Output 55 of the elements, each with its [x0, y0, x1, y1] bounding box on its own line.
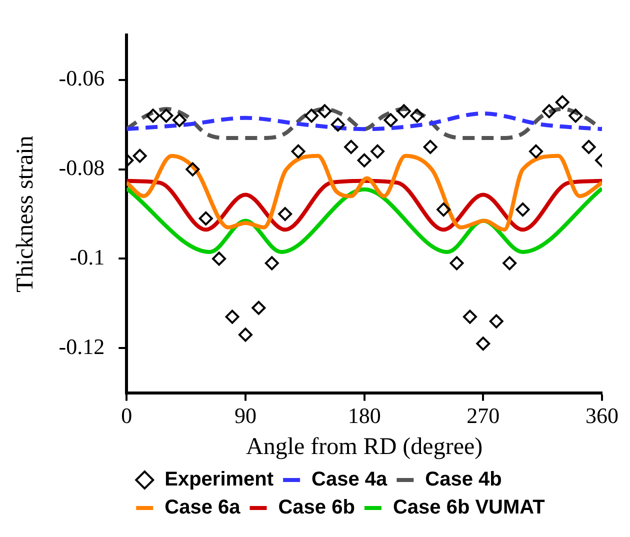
point — [516, 202, 530, 217]
line-series — [126, 154, 602, 232]
point — [225, 310, 240, 324]
point — [172, 113, 186, 128]
point — [476, 336, 490, 351]
legend-label: Case 4b — [425, 468, 502, 491]
legend-label: Case 6b VUMAT — [392, 496, 545, 519]
point — [462, 310, 477, 324]
point — [423, 140, 438, 154]
point — [264, 256, 279, 270]
point — [252, 300, 266, 315]
x-tick-label: 90 — [234, 402, 256, 428]
point — [555, 95, 570, 110]
point — [410, 108, 424, 123]
point — [212, 252, 226, 266]
line-series — [126, 111, 602, 132]
point — [542, 104, 556, 118]
point — [132, 148, 147, 163]
point — [330, 118, 345, 132]
legend-label: Case 4a — [312, 468, 388, 491]
point — [568, 108, 583, 123]
point — [238, 328, 252, 342]
point — [450, 256, 464, 270]
x-tick-label: 180 — [348, 402, 381, 428]
point — [146, 108, 160, 123]
y-tick-label: -0.1 — [70, 244, 105, 270]
point — [357, 153, 372, 168]
point — [370, 144, 385, 158]
point — [318, 104, 332, 118]
y-tick-label: -0.08 — [58, 155, 105, 180]
legend-label: Case 6a — [164, 496, 242, 519]
point — [159, 108, 174, 123]
x-axis-title: Angle from RD (degree) — [246, 434, 483, 460]
point — [344, 140, 358, 154]
y-tick-label: -0.06 — [58, 66, 105, 91]
point — [489, 314, 504, 328]
x-tick-label: 360 — [586, 402, 618, 428]
point — [198, 211, 213, 226]
point — [436, 202, 451, 217]
point — [186, 162, 200, 176]
point — [396, 104, 411, 118]
point — [278, 207, 292, 221]
x-tick-label: 270 — [466, 402, 500, 428]
x-tick-label: 0 — [121, 402, 132, 428]
point — [291, 144, 306, 158]
point — [528, 144, 543, 158]
point — [502, 256, 517, 270]
y-tick-label: -0.12 — [58, 334, 105, 359]
y-axis-title: Thickness strain — [12, 136, 39, 292]
point — [304, 108, 318, 123]
legend-label: Experiment — [164, 468, 274, 491]
line-series — [126, 178, 602, 232]
point — [384, 113, 398, 128]
legend-label: Case 6b — [278, 496, 355, 519]
point — [582, 140, 596, 154]
